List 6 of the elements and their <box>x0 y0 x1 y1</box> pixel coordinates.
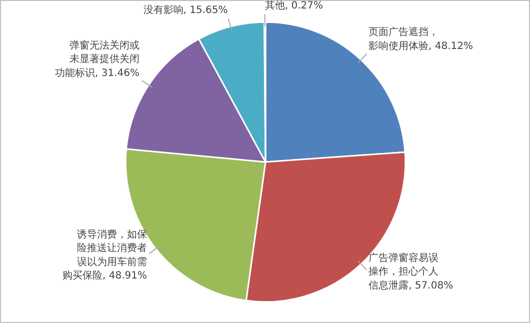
slice-label: 其他, 0.27% <box>264 0 323 12</box>
slice-label: 页面广告遮挡，影响使用体验, 48.12% <box>368 26 473 52</box>
slice-label: 诱导消费，如保险推送让消费者误以为用车前需购买保险, 48.91% <box>62 228 148 282</box>
slice-label: 弹窗无法关闭或未显著提供关闭功能标识, 31.46% <box>54 39 140 79</box>
slice-label: 广告弹窗容易误操作，担心个人信息泄露, 57.08% <box>368 252 454 292</box>
slice-label: 没有影响, 15.65% <box>143 4 228 16</box>
